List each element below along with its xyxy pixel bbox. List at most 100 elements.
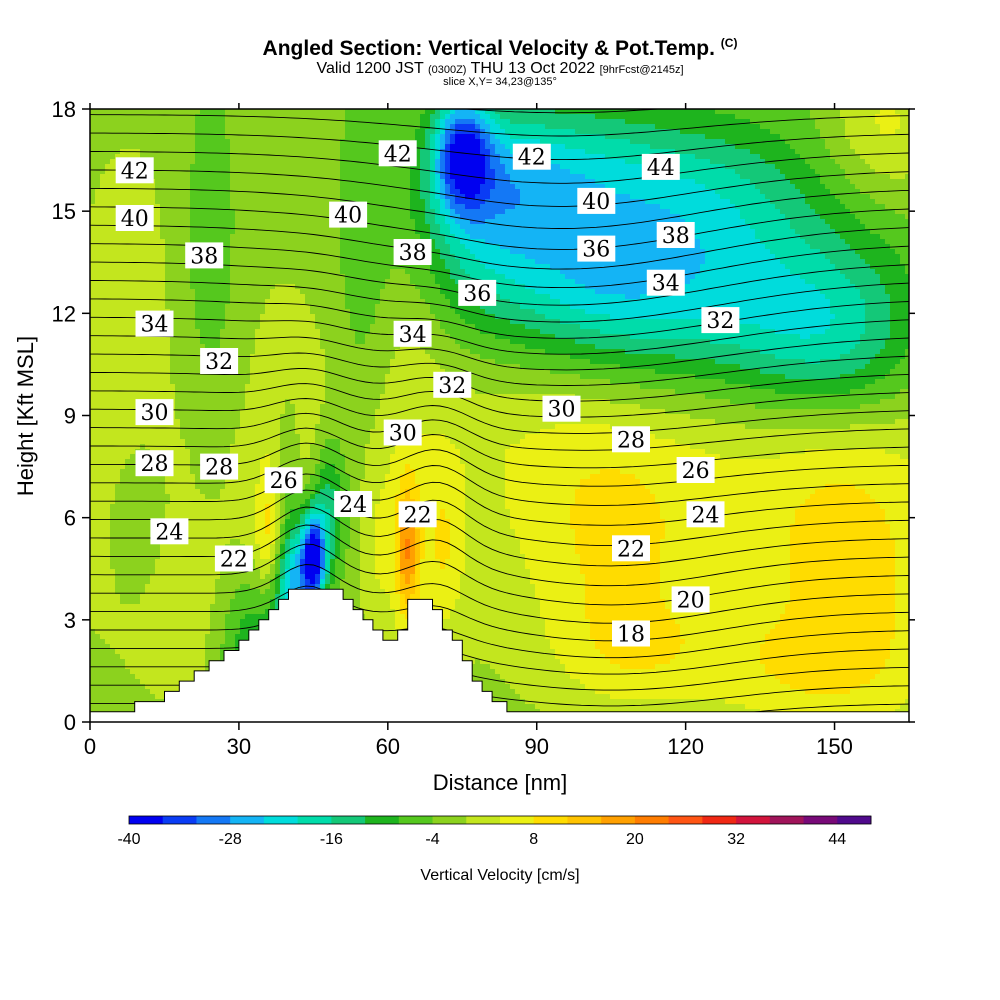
velocity-cell [620,139,626,145]
velocity-cell [245,244,251,250]
velocity-cell [460,244,466,250]
velocity-cell [490,139,496,145]
velocity-cell [185,199,191,205]
velocity-cell [100,129,106,135]
velocity-cell [775,239,781,245]
velocity-cell [750,194,756,200]
velocity-cell [550,184,556,190]
velocity-cell [710,244,716,250]
velocity-cell [550,134,556,140]
velocity-cell [230,219,236,225]
velocity-cell [810,229,816,235]
velocity-cell [565,139,571,145]
velocity-cell [415,194,421,200]
velocity-cell [315,219,321,225]
velocity-cell [770,234,776,240]
velocity-cell [110,239,116,245]
velocity-cell [525,184,531,190]
velocity-cell [645,144,651,150]
velocity-cell [695,174,701,180]
velocity-cell [780,119,786,125]
velocity-cell [240,164,246,170]
velocity-cell [770,114,776,120]
velocity-cell [170,209,176,215]
velocity-cell [735,129,741,135]
velocity-cell [110,139,116,145]
velocity-cell [170,204,176,210]
velocity-cell [535,114,541,120]
velocity-cell [465,234,471,240]
velocity-cell [900,204,906,210]
velocity-cell [570,189,576,195]
velocity-cell [535,204,541,210]
velocity-cell [130,229,136,235]
velocity-cell [795,114,801,120]
velocity-cell [235,184,241,190]
velocity-cell [215,149,221,155]
velocity-cell [515,254,521,260]
velocity-cell [230,194,236,200]
velocity-cell [225,114,231,120]
velocity-cell [725,199,731,205]
velocity-cell [780,109,786,115]
velocity-cell [555,179,561,185]
velocity-cell [250,119,256,125]
velocity-cell [440,134,446,140]
velocity-cell [640,189,646,195]
velocity-cell [170,259,176,265]
velocity-cell [615,149,621,155]
velocity-cell [180,124,186,130]
velocity-cell [315,254,321,260]
velocity-cell [100,179,106,185]
velocity-cell [460,234,466,240]
velocity-cell [895,184,901,190]
velocity-cell [760,234,766,240]
velocity-cell [880,209,886,215]
velocity-cell [870,229,876,235]
velocity-cell [510,194,516,200]
velocity-cell [645,109,651,115]
velocity-cell [385,214,391,220]
velocity-cell [845,114,851,120]
velocity-cell [890,149,896,155]
velocity-cell [795,194,801,200]
velocity-cell [750,109,756,115]
velocity-cell [560,184,566,190]
velocity-cell [485,194,491,200]
velocity-cell [340,109,346,115]
velocity-cell [315,109,321,115]
velocity-cell [275,114,281,120]
velocity-cell [535,194,541,200]
velocity-cell [260,259,266,265]
velocity-cell [90,224,96,230]
velocity-cell [485,174,491,180]
velocity-cell [100,144,106,150]
velocity-cell [465,159,471,165]
velocity-cell [315,244,321,250]
velocity-cell [630,144,636,150]
velocity-cell [685,164,691,170]
velocity-cell [875,239,881,245]
velocity-cell [565,209,571,215]
velocity-cell [360,139,366,145]
velocity-cell [230,259,236,265]
velocity-cell [365,124,371,130]
velocity-cell [280,259,286,265]
velocity-cell [390,254,396,260]
velocity-cell [900,179,906,185]
velocity-cell [380,109,386,115]
velocity-cell [275,154,281,160]
velocity-cell [715,149,721,155]
velocity-cell [770,179,776,185]
velocity-cell [450,184,456,190]
velocity-cell [490,234,496,240]
velocity-cell [385,259,391,265]
forecast-info: [9hrFcst@2145z] [600,64,684,76]
velocity-cell [685,189,691,195]
velocity-cell [370,229,376,235]
velocity-cell [515,189,521,195]
velocity-cell [280,224,286,230]
velocity-cell [765,154,771,160]
velocity-cell [105,224,111,230]
velocity-cell [105,189,111,195]
